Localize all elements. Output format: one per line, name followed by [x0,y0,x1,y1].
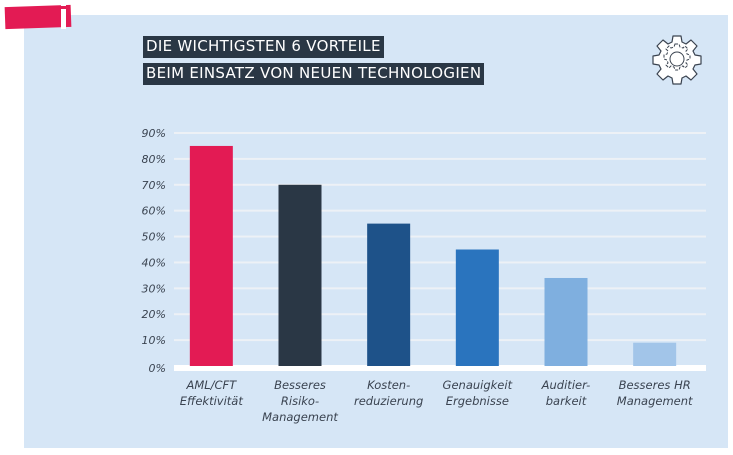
y-tick-label: 20% [142,308,166,321]
x-tick-label: Genauigkeit Ergebnisse [442,378,513,408]
gridline [174,132,706,134]
gridline [174,339,706,342]
gridline [174,287,706,290]
info-icon [60,2,68,30]
gear-icon [652,35,702,85]
x-tick-label: Besseres HR Management [616,378,693,408]
x-tick-label: Kosten- reduzierung [354,378,424,408]
bar [367,223,411,366]
bar [633,342,677,366]
y-tick-label: 50% [142,231,166,244]
y-tick-label: 40% [142,256,166,269]
y-tick-label: 0% [149,362,166,375]
x-axis-baseline [174,365,706,371]
y-tick-label: 90% [142,127,166,140]
y-tick-label: 70% [142,179,166,192]
x-tick-label: AML/CFT Effektivität [179,378,243,408]
y-tick-label: 30% [142,282,166,295]
gridline [174,235,706,238]
gridline [174,157,706,160]
bar [455,249,499,366]
x-tick-label: Auditier- barkeit [541,378,591,408]
bar [278,184,322,366]
bar [544,277,588,366]
y-tick-label: 80% [142,153,166,166]
bar [189,145,233,366]
gridline [174,209,706,212]
y-tick-label: 10% [142,334,166,347]
gridline [174,261,706,264]
title-line-2: BEIM EINSATZ VON NEUEN TECHNOLOGIEN [143,63,485,85]
gridline [174,313,706,316]
gridline [174,183,706,186]
y-tick-label: 60% [142,205,166,218]
title-line-1: DIE WICHTIGSTEN 6 VORTEILE [143,36,384,58]
x-tick-label: Besseres Risiko- Management [262,378,338,424]
